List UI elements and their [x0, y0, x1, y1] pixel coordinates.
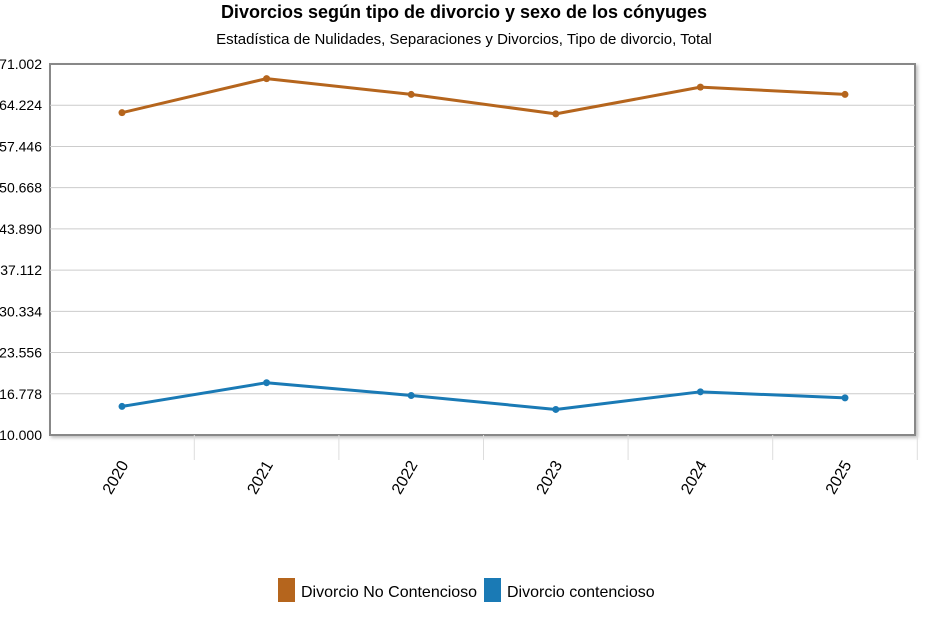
- chart-title: Divorcios según tipo de divorcio y sexo …: [221, 2, 707, 22]
- x-axis-ticks: 2020 2021 2022 2023 2024 2025: [100, 435, 918, 497]
- data-point: [118, 402, 126, 410]
- data-point: [118, 109, 126, 117]
- data-point: [407, 90, 415, 98]
- series-line: [121, 381, 846, 411]
- legend: Divorcio No Contencioso Divorcio contenci…: [278, 578, 655, 602]
- data-point: [841, 90, 849, 98]
- plot-area: [49, 63, 916, 436]
- data-point: [696, 83, 704, 91]
- data-point: [841, 394, 849, 402]
- y-tick-label: 43.890: [0, 221, 42, 237]
- x-tick-label: 2022: [389, 458, 422, 497]
- y-tick-label: 10.000: [0, 427, 42, 443]
- series-lines: [118, 75, 849, 413]
- x-tick-label: 2023: [534, 458, 567, 497]
- y-tick-label: 50.668: [0, 180, 42, 196]
- y-tick-label: 16.778: [0, 386, 42, 402]
- data-point: [407, 391, 415, 399]
- chart-subtitle: Estadística de Nulidades, Separaciones y…: [216, 31, 712, 48]
- y-axis-ticks: 10.000 16.778 23.556 30.334 37.112 43.890 50.6…: [0, 56, 42, 443]
- data-point: [263, 75, 271, 83]
- series-line: [121, 77, 846, 116]
- y-tick-label: 57.446: [0, 138, 42, 154]
- grid-lines: [50, 104, 915, 395]
- x-tick-label: 2021: [244, 458, 277, 497]
- legend-label: Divorcio contencioso: [507, 584, 655, 601]
- x-tick-label: 2024: [678, 458, 711, 497]
- y-tick-label: 64.224: [0, 97, 42, 113]
- data-point: [552, 405, 560, 413]
- y-tick-label: 37.112: [0, 262, 42, 278]
- y-tick-label: 30.334: [0, 303, 42, 319]
- legend-swatch: [278, 578, 295, 602]
- data-point: [263, 379, 271, 387]
- x-tick-label: 2020: [100, 458, 133, 497]
- data-point: [696, 388, 704, 396]
- y-tick-label: 71.002: [0, 56, 42, 72]
- y-tick-label: 23.556: [0, 345, 42, 361]
- data-point: [552, 110, 560, 118]
- legend-swatch: [484, 578, 501, 602]
- legend-label: Divorcio No Contencioso: [301, 584, 477, 601]
- x-tick-label: 2025: [823, 458, 856, 497]
